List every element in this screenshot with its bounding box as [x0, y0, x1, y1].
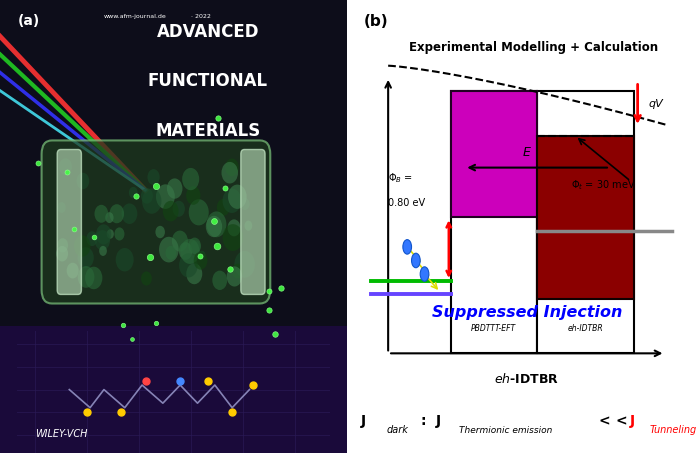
Circle shape [167, 178, 183, 199]
Circle shape [94, 230, 110, 250]
Circle shape [186, 263, 202, 284]
Circle shape [194, 252, 207, 270]
Circle shape [85, 267, 102, 289]
Circle shape [78, 266, 94, 288]
Ellipse shape [403, 240, 412, 254]
Circle shape [59, 158, 72, 175]
Bar [451, 91, 537, 353]
Circle shape [182, 168, 199, 190]
Circle shape [234, 251, 255, 278]
Text: $\mathbf{J}$: $\mathbf{J}$ [629, 413, 636, 430]
Circle shape [225, 159, 239, 176]
Circle shape [206, 212, 226, 237]
Circle shape [74, 235, 90, 257]
Circle shape [232, 264, 244, 279]
Circle shape [57, 238, 68, 252]
FancyBboxPatch shape [57, 149, 81, 294]
Circle shape [190, 240, 201, 254]
Text: $\it{eh}$-IDTBR: $\it{eh}$-IDTBR [494, 372, 559, 386]
Text: PBDTTT-EFT: PBDTTT-EFT [471, 324, 517, 333]
Circle shape [181, 239, 199, 264]
Circle shape [142, 188, 162, 214]
Circle shape [56, 246, 68, 261]
Text: $\mathbf{:}$: $\mathbf{:}$ [418, 414, 426, 428]
Circle shape [141, 188, 153, 204]
Text: $\mathbf{<<}$: $\mathbf{<<}$ [596, 414, 628, 428]
Text: $\Phi_B$ =: $\Phi_B$ = [388, 171, 413, 185]
Text: MATERIALS: MATERIALS [155, 122, 260, 140]
Circle shape [116, 248, 134, 271]
Text: dark: dark [386, 425, 408, 435]
Circle shape [94, 205, 108, 223]
Circle shape [105, 212, 113, 223]
Text: qV: qV [648, 99, 663, 109]
Circle shape [109, 204, 124, 223]
Circle shape [78, 247, 94, 268]
Circle shape [223, 224, 243, 251]
Circle shape [99, 246, 107, 256]
Circle shape [186, 186, 200, 205]
Circle shape [76, 173, 89, 189]
Circle shape [172, 231, 188, 251]
Circle shape [221, 162, 238, 183]
Text: $\Phi_t$ = 30 meV: $\Phi_t$ = 30 meV [570, 178, 636, 192]
Text: $\mathbf{J}$: $\mathbf{J}$ [360, 413, 367, 430]
Text: $\mathbf{J}$: $\mathbf{J}$ [435, 413, 442, 430]
Circle shape [189, 199, 209, 226]
Text: ADVANCED: ADVANCED [157, 23, 259, 41]
Circle shape [240, 198, 250, 210]
Circle shape [228, 184, 246, 209]
Circle shape [106, 229, 114, 239]
Circle shape [188, 237, 201, 254]
Text: 0.80 eV: 0.80 eV [388, 198, 426, 208]
Bar [537, 136, 634, 299]
Circle shape [179, 242, 193, 260]
Bar [0, 326, 346, 453]
Circle shape [173, 201, 185, 217]
Circle shape [148, 169, 160, 185]
Circle shape [244, 221, 252, 231]
Circle shape [96, 224, 111, 244]
Circle shape [114, 227, 125, 241]
Text: E: E [523, 146, 531, 159]
Text: WILEY-VCH: WILEY-VCH [34, 429, 88, 439]
Circle shape [166, 246, 176, 260]
Text: (b): (b) [364, 14, 388, 29]
Text: Experimental Modelling + Calculation: Experimental Modelling + Calculation [409, 41, 658, 54]
Ellipse shape [412, 253, 420, 268]
Text: · 2022: · 2022 [190, 14, 211, 19]
Text: (a): (a) [18, 14, 40, 28]
Circle shape [227, 266, 242, 287]
Circle shape [179, 253, 197, 278]
Ellipse shape [420, 267, 429, 281]
Circle shape [212, 270, 228, 290]
Text: Tunneling: Tunneling [650, 425, 697, 435]
Text: Suppressed Injection: Suppressed Injection [432, 305, 622, 320]
FancyBboxPatch shape [41, 140, 270, 304]
Circle shape [86, 231, 98, 246]
Circle shape [223, 188, 241, 213]
Circle shape [141, 271, 152, 285]
Circle shape [129, 187, 138, 198]
Text: FUNCTIONAL: FUNCTIONAL [148, 72, 268, 91]
Circle shape [156, 184, 175, 209]
Circle shape [155, 226, 165, 238]
Text: www.afm-journal.de: www.afm-journal.de [104, 14, 167, 19]
Text: eh-IDTBR: eh-IDTBR [568, 324, 603, 333]
Circle shape [198, 251, 206, 260]
Circle shape [163, 201, 179, 222]
Circle shape [217, 199, 230, 216]
Bar [451, 91, 537, 217]
Circle shape [66, 263, 78, 279]
Text: Thermionic emission: Thermionic emission [459, 426, 552, 435]
Circle shape [206, 216, 222, 237]
Circle shape [159, 237, 178, 262]
Bar [537, 91, 634, 353]
Circle shape [228, 219, 241, 236]
Circle shape [122, 203, 137, 224]
FancyBboxPatch shape [241, 149, 265, 294]
Circle shape [57, 202, 66, 213]
